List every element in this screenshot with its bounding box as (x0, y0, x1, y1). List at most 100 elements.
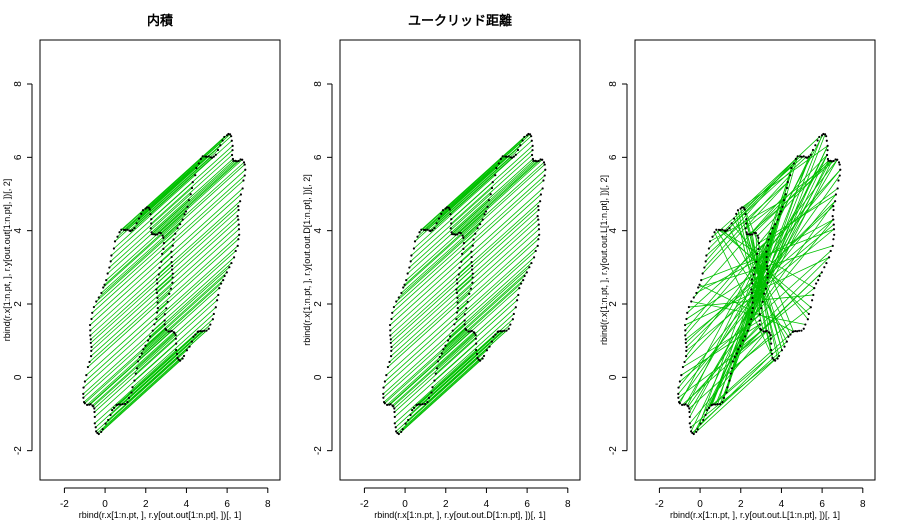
data-point (431, 228, 434, 232)
data-point (532, 256, 536, 259)
data-point (507, 327, 510, 330)
match-line (97, 359, 180, 434)
data-point (150, 231, 153, 234)
match-line (390, 269, 473, 344)
data-point (445, 206, 449, 209)
data-point (743, 208, 746, 211)
match-line (83, 320, 165, 395)
match-line (390, 265, 473, 340)
data-point (187, 199, 191, 202)
match-line (421, 156, 503, 231)
data-point (427, 396, 431, 399)
panel-euclidean-distance: ユークリッド距離 -2 0 2 4 6 8 -2 0 2 4 6 8 rbind(r.x[1:n.pt… (302, 13, 581, 520)
data-point (93, 422, 96, 425)
data-point (468, 292, 471, 295)
data-point (809, 306, 812, 309)
data-point (423, 402, 427, 406)
data-point (214, 306, 217, 309)
data-point (758, 313, 761, 316)
data-point (155, 311, 159, 314)
data-point (106, 272, 109, 275)
data-point (760, 307, 763, 310)
data-point (134, 372, 137, 375)
data-point (175, 348, 178, 352)
data-point (744, 227, 747, 230)
data-point (519, 144, 522, 147)
data-point (92, 305, 95, 309)
data-point (530, 135, 533, 138)
data-point (440, 352, 443, 355)
match-line (394, 349, 477, 424)
match-line (136, 149, 219, 224)
data-point (783, 345, 786, 348)
data-point (232, 256, 236, 259)
data-point (747, 233, 751, 236)
data-point (391, 311, 394, 314)
match-line (436, 149, 519, 224)
data-point (488, 345, 491, 348)
data-point (832, 218, 835, 221)
match-line (386, 301, 468, 376)
plot-marks (82, 132, 247, 436)
data-point (537, 208, 540, 212)
data-point (382, 386, 385, 389)
data-point (389, 403, 392, 406)
data-point (218, 286, 221, 290)
data-point (211, 318, 214, 321)
x-tick-label: 8 (860, 499, 866, 510)
data-point (133, 379, 136, 382)
data-point (787, 335, 790, 338)
data-point (834, 200, 837, 203)
match-line (394, 334, 476, 409)
data-point (756, 252, 759, 255)
data-point (90, 317, 93, 321)
data-point (237, 218, 240, 221)
data-point (699, 422, 702, 425)
match-line (427, 328, 510, 403)
data-point (833, 233, 836, 236)
data-point (104, 422, 107, 425)
data-point (696, 428, 699, 431)
match-line (402, 213, 485, 288)
data-point (766, 272, 769, 275)
data-point (230, 135, 233, 138)
match-line (90, 269, 173, 344)
data-point (455, 278, 459, 281)
data-point (680, 374, 683, 377)
match-line (413, 174, 496, 249)
y-axis-label: rbind(r.x[1:n.pt, ], r.y[out.out.L[1:n.p… (599, 175, 609, 345)
match-line (110, 187, 193, 262)
data-point (831, 215, 834, 218)
data-point (776, 218, 779, 221)
data-point (527, 132, 530, 136)
data-point (825, 135, 828, 138)
data-point (742, 206, 745, 209)
match-line (150, 154, 233, 229)
data-point (501, 155, 504, 158)
data-point (750, 291, 754, 295)
match-line (383, 324, 465, 399)
data-point (718, 402, 722, 406)
data-point (514, 306, 517, 309)
data-point (448, 208, 451, 211)
data-point (234, 159, 237, 162)
data-point (766, 268, 769, 271)
data-point (82, 392, 85, 395)
data-point (194, 174, 197, 177)
match-line (157, 228, 240, 303)
match-line (736, 272, 823, 354)
data-point (516, 148, 520, 152)
data-point (199, 329, 202, 333)
data-point (444, 207, 447, 210)
data-point (794, 329, 797, 333)
data-point (471, 244, 474, 247)
data-point (159, 231, 162, 235)
match-line (398, 223, 481, 298)
data-point (173, 331, 176, 335)
data-point (770, 348, 773, 352)
plot-frame (339, 39, 581, 481)
data-point (142, 348, 145, 351)
data-point (112, 406, 116, 410)
data-point (782, 199, 786, 202)
data-point (792, 330, 795, 333)
